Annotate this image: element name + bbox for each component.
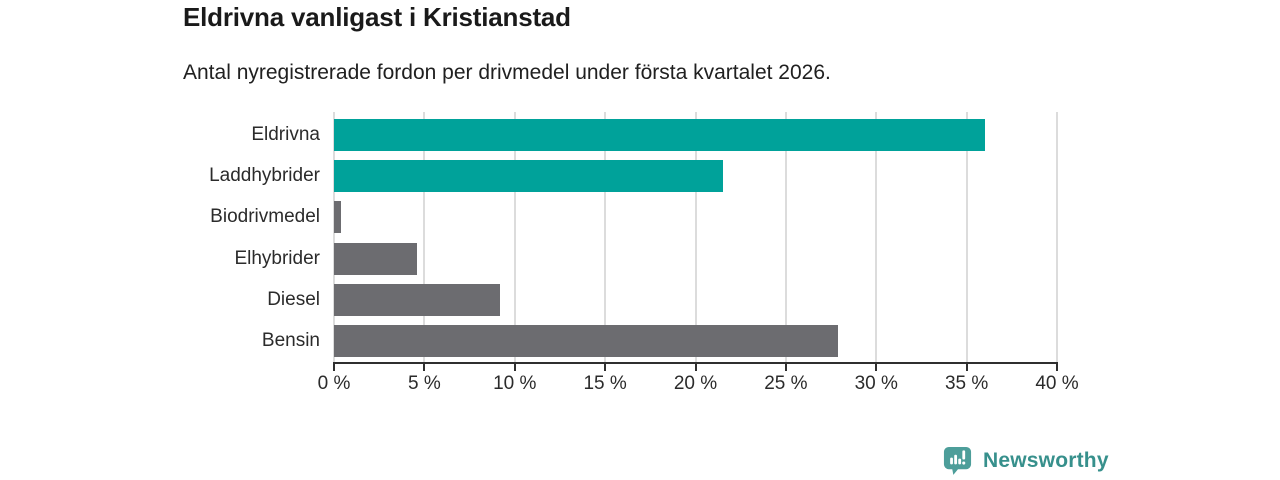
x-axis-tick-25 xyxy=(784,362,787,371)
chart-row-eldrivna: Eldrivna xyxy=(251,114,1057,155)
x-tick-label-30: 30 % xyxy=(854,373,898,394)
x-tick-label-25: 25 % xyxy=(764,373,808,394)
x-tick-label-40: 40 % xyxy=(1035,373,1079,394)
brand-name: Newsworthy xyxy=(983,448,1109,472)
category-label-eldrivna: Eldrivna xyxy=(251,123,320,145)
x-axis-tick-5 xyxy=(423,362,426,371)
chart-subtitle: Antal nyregistrerade fordon per drivmede… xyxy=(183,61,831,84)
gridline-30 xyxy=(875,112,878,362)
x-axis-tick-20 xyxy=(694,362,697,371)
chart-title: Eldrivna vanligast i Kristianstad xyxy=(183,2,571,32)
chart-row-laddhybrider: Laddhybrider xyxy=(209,155,1057,196)
chart-row-elhybrider: Elhybrider xyxy=(234,238,1057,279)
gridline-15 xyxy=(604,112,607,362)
brand-footer: Newsworthy xyxy=(942,445,1109,476)
x-tick-label-5: 5 % xyxy=(408,373,441,394)
gridline-35 xyxy=(965,112,968,362)
x-axis-tick-40 xyxy=(1056,362,1058,371)
x-axis-tick-35 xyxy=(965,362,968,371)
bar-diesel xyxy=(334,284,501,317)
bar-eldrivna xyxy=(334,118,985,151)
bar-laddhybrider xyxy=(334,160,723,193)
x-axis-tick-30 xyxy=(875,362,878,371)
gridline-25 xyxy=(784,112,787,362)
x-tick-label-10: 10 % xyxy=(493,373,537,394)
x-axis-tick-10 xyxy=(513,362,516,371)
x-axis-tick-0 xyxy=(333,362,335,371)
gridline-10 xyxy=(513,112,516,362)
gridline-5 xyxy=(423,112,426,362)
gridline-40 xyxy=(1056,112,1058,362)
bar-chart-plot-area: 0 % 5 % 10 % 15 % 20 % 25 % 30 % 35 % 40 % Eldriv… xyxy=(209,112,1079,394)
newsworthy-logo-icon xyxy=(943,446,972,475)
category-label-bensin: Bensin xyxy=(261,330,320,352)
category-label-diesel: Diesel xyxy=(267,288,320,310)
chart-row-bensin: Bensin xyxy=(262,321,1057,362)
category-label-elhybrider: Elhybrider xyxy=(234,247,320,269)
category-label-laddhybrider: Laddhybrider xyxy=(209,164,320,186)
x-tick-label-35: 35 % xyxy=(944,373,989,394)
chart-row-diesel: Diesel xyxy=(267,279,1057,320)
bar-biodrivmedel xyxy=(334,201,342,234)
gridline-0 xyxy=(333,112,335,362)
category-label-biodrivmedel: Biodrivmedel xyxy=(210,206,320,228)
chart-row-biodrivmedel: Biodrivmedel xyxy=(210,197,1057,238)
x-tick-label-15: 15 % xyxy=(583,373,627,394)
x-axis-tick-15 xyxy=(604,362,607,371)
x-tick-label-20: 20 % xyxy=(673,373,718,394)
gridline-20 xyxy=(694,112,697,362)
x-tick-label-0: 0 % xyxy=(317,373,351,394)
bar-elhybrider xyxy=(334,242,418,275)
bar-bensin xyxy=(334,325,839,358)
